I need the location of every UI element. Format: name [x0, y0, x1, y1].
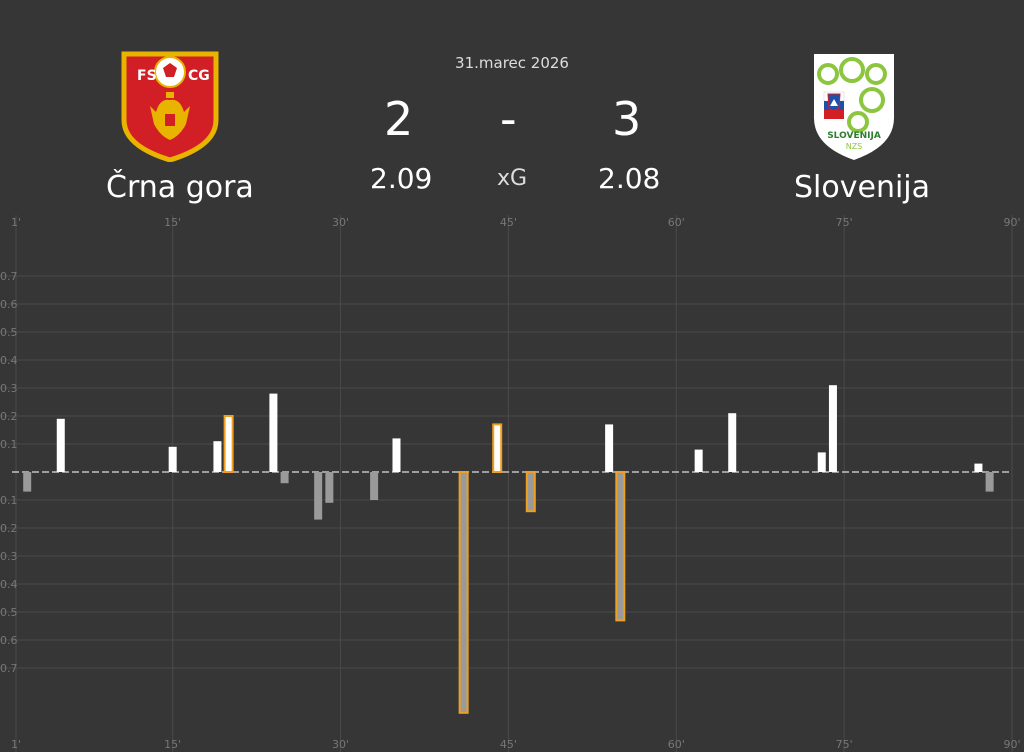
xg-timeline-chart: 1' 1' 15' 15' 30' 30' 45' 45' 60' 60' 75' 75' 90' 90'… [0, 215, 1024, 752]
x-tick-label-bottom: 45' [500, 738, 517, 751]
y-tick-label: 0.4 [0, 354, 18, 367]
home-xg-bar [213, 441, 222, 472]
y-tick-label: 0.3 [0, 550, 18, 563]
y-tick-label: 0.7 [0, 662, 18, 675]
y-tick-label: 0.6 [0, 634, 18, 647]
away-xg-bar [370, 472, 379, 500]
y-tick-label: 0.2 [0, 410, 18, 423]
y-tick-label: 0.3 [0, 382, 18, 395]
y-tick-label: 0.5 [0, 326, 18, 339]
match-header: FS CG SLOVENIJA NZS Črna gora Slovenija … [0, 0, 1024, 215]
away-xg-bar [985, 472, 994, 492]
home-xg-bar [168, 446, 177, 472]
y-tick-label: 0.2 [0, 522, 18, 535]
away-xg: 2.08 [598, 162, 661, 195]
slovenija-crest-logo: SLOVENIJA NZS [814, 54, 894, 160]
home-team-name: Črna gora [106, 170, 254, 205]
away-xg-bar [325, 472, 334, 503]
x-tick-label-bottom: 30' [332, 738, 349, 751]
home-xg-bar [828, 385, 837, 472]
xg-label: xG [497, 166, 528, 191]
x-tick-label-top: 1' [11, 216, 21, 229]
home-xg-bar [392, 438, 401, 472]
away-xg-bar [23, 472, 32, 492]
home-xg-bar [269, 393, 278, 472]
away-xg-bar [458, 471, 469, 714]
y-tick-label: 0.5 [0, 606, 18, 619]
x-tick-label-top: 15' [164, 216, 181, 229]
x-tick-label-top: 90' [1003, 216, 1020, 229]
away-xg-bar [525, 471, 536, 513]
crna-gora-crest-logo: FS CG [121, 51, 219, 162]
score-separator: - [500, 92, 517, 146]
match-date: 31.marec 2026 [455, 54, 569, 72]
x-tick-label-bottom: 90' [1003, 738, 1020, 751]
y-tick-label: 0.4 [0, 578, 18, 591]
home-xg: 2.09 [370, 162, 433, 195]
away-xg-bar [280, 472, 289, 484]
away-team-name: Slovenija [794, 170, 931, 205]
crest-text-slovenija: SLOVENIJA [827, 131, 881, 141]
home-xg-bar [974, 463, 983, 472]
home-xg-bar [56, 418, 65, 472]
away-xg-bar [314, 472, 323, 520]
home-xg-bar [492, 423, 503, 473]
y-tick-label: 0.7 [0, 270, 18, 283]
crest-text-nzs: NZS [846, 142, 863, 151]
x-tick-label-top: 75' [836, 216, 853, 229]
x-tick-label-top: 45' [500, 216, 517, 229]
y-tick-label: 0.1 [0, 494, 18, 507]
y-tick-label: 0.6 [0, 298, 18, 311]
crest-text-fs: FS [137, 68, 157, 84]
x-tick-label-bottom: 1' [11, 738, 21, 751]
crest-text-cg: CG [188, 68, 210, 84]
home-xg-bar [694, 449, 703, 472]
x-tick-label-bottom: 75' [836, 738, 853, 751]
home-xg-bar [605, 424, 614, 472]
x-tick-label-bottom: 60' [668, 738, 685, 751]
home-xg-bar [728, 413, 737, 472]
home-score: 2 [384, 92, 414, 146]
away-score: 3 [612, 92, 642, 146]
x-tick-label-top: 60' [668, 216, 685, 229]
home-xg-bar [817, 452, 826, 472]
x-tick-label-bottom: 15' [164, 738, 181, 751]
x-tick-label-top: 30' [332, 216, 349, 229]
home-xg-bar [223, 415, 234, 473]
away-xg-bar [615, 471, 626, 622]
y-tick-label: 0.1 [0, 438, 18, 451]
